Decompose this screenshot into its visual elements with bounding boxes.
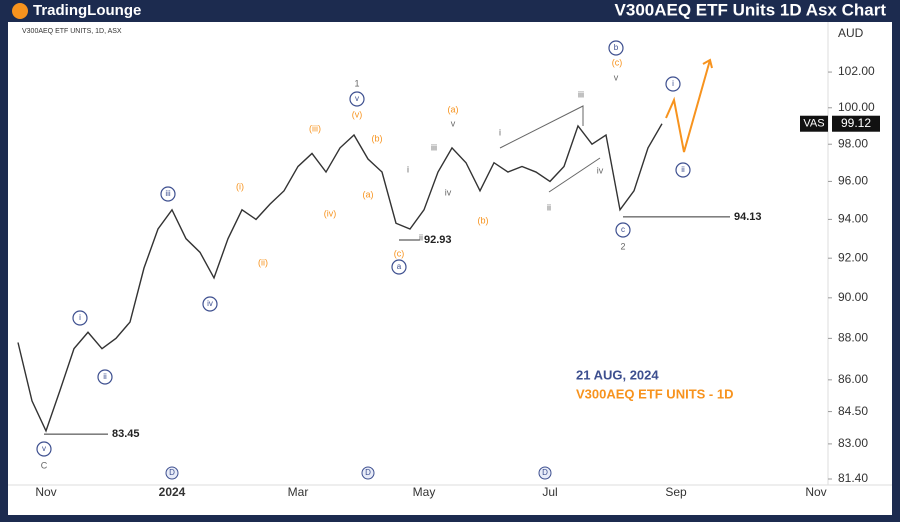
y-tick-label: 92.00 [838, 250, 868, 264]
wave-circle [202, 296, 218, 312]
wave-label: (a) [363, 189, 374, 199]
y-tick-label: 102.00 [838, 64, 875, 78]
info-label: V300AEQ ETF UNITS - 1D [576, 386, 733, 401]
y-tick-label: 96.00 [838, 174, 868, 188]
y-tick-label: 88.00 [838, 331, 868, 345]
dividend-circle [538, 466, 552, 480]
wave-label: 1 [354, 78, 359, 88]
logo: TradingLounge [33, 2, 141, 19]
logo-icon [12, 3, 28, 19]
wave-circle [72, 310, 88, 326]
dividend-mark: D [365, 468, 371, 477]
wave-label: iii [165, 189, 171, 198]
wave-label: iv [445, 187, 452, 197]
x-tick-label: Mar [288, 485, 309, 499]
wave-label: (b) [478, 215, 489, 225]
wave-label: (i) [236, 181, 244, 191]
last-price-badge [832, 115, 880, 132]
currency: AUD [838, 26, 864, 40]
x-tick-label: Nov [805, 485, 826, 499]
wave-label: (c) [612, 57, 623, 67]
wave-label: ii [681, 165, 685, 174]
y-tick-label: 98.00 [838, 136, 868, 150]
dividend-circle [165, 466, 179, 480]
wave-label: i [499, 127, 501, 137]
wave-label: iv [207, 299, 213, 308]
wave-label: a [397, 262, 402, 271]
wave-label: ii [547, 202, 551, 212]
wave-label: i [79, 313, 81, 322]
x-tick-label: Sep [665, 485, 687, 499]
wave-label: (v) [352, 109, 363, 119]
x-tick-label: May [413, 485, 436, 499]
last-price: 99.12 [841, 116, 871, 130]
x-tick-label: Jul [542, 485, 557, 499]
wave-label: c [621, 225, 625, 234]
dividend-circle [361, 466, 375, 480]
wave-label: v [355, 94, 359, 103]
info-date: 21 AUG, 2024 [576, 367, 659, 382]
wave-circle [608, 40, 624, 56]
wave-circle [97, 369, 113, 385]
price-level-label: 94.13 [734, 211, 762, 223]
wave-label: iii [578, 89, 584, 99]
channel-line [499, 105, 584, 149]
wave-label: iii [431, 142, 437, 152]
wave-label: b [614, 43, 619, 52]
channel-line [548, 157, 601, 193]
wave-label: iv [597, 165, 604, 175]
projection [665, 59, 711, 153]
y-tick-label: 83.00 [838, 436, 868, 450]
symbol-name: VAS [803, 118, 824, 130]
wave-label: ii [103, 372, 107, 381]
wave-circle [36, 441, 52, 457]
wave-circle [665, 76, 681, 92]
wave-label: v [614, 72, 619, 82]
y-tick-label: 86.00 [838, 372, 868, 386]
symbol-info: V300AEQ ETF UNITS, 1D, ASX [22, 28, 122, 35]
wave-label: i [672, 79, 674, 88]
chart-area [8, 22, 892, 515]
wave-label: (iv) [324, 208, 337, 218]
wave-circle [615, 222, 631, 238]
x-tick-label: Nov [35, 485, 56, 499]
wave-label: (a) [448, 104, 459, 114]
wave-circle [160, 186, 176, 202]
wave-label: v [451, 118, 456, 128]
wave-circle [349, 91, 365, 107]
price-line [17, 123, 663, 433]
wave-label: 2 [620, 241, 625, 251]
y-tick-label: 100.00 [838, 100, 875, 114]
wave-circle [675, 162, 691, 178]
wave-label: (iii) [309, 123, 321, 133]
dividend-mark: D [542, 468, 548, 477]
wave-circle [391, 259, 407, 275]
dividend-mark: D [169, 468, 175, 477]
price-level-label: 92.93 [424, 234, 452, 246]
symbol-badge [800, 115, 828, 132]
wave-label: (ii) [258, 257, 268, 267]
wave-label: ii [419, 232, 423, 242]
projection-arrow [702, 58, 713, 69]
wave-label: (b) [372, 133, 383, 143]
price-level-label: 83.45 [112, 428, 140, 440]
page-title: V300AEQ ETF Units 1D Asx Chart [615, 0, 887, 19]
wave-label: C [41, 460, 48, 470]
y-tick-label: 84.50 [838, 404, 868, 418]
wave-label: (c) [394, 248, 405, 258]
y-tick-label: 81.40 [838, 471, 868, 485]
wave-label: i [407, 164, 409, 174]
y-tick-label: 90.00 [838, 290, 868, 304]
x-tick-label: 2024 [159, 485, 186, 499]
y-tick-label: 94.00 [838, 212, 868, 226]
wave-label: v [42, 444, 46, 453]
